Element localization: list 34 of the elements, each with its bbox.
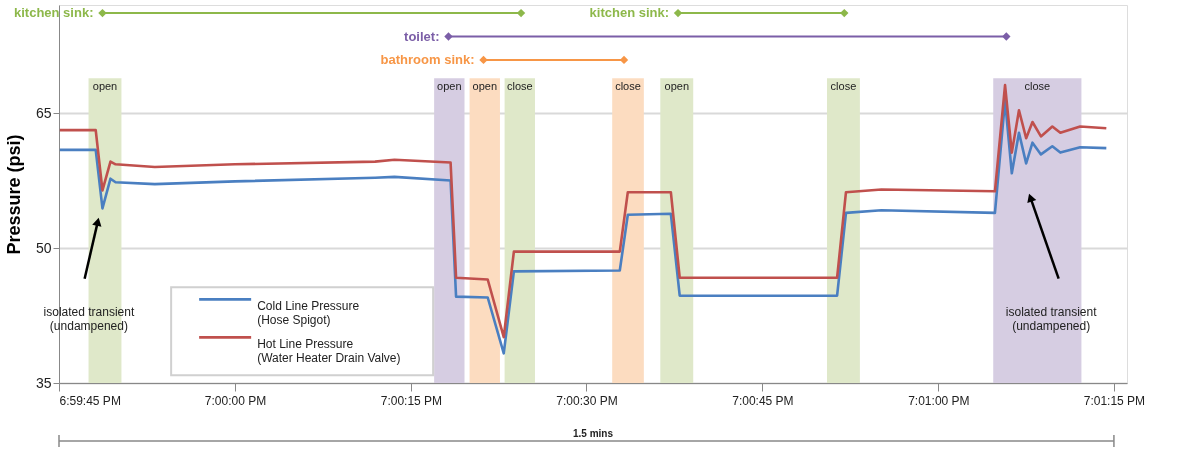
band-label: close — [1024, 80, 1051, 93]
text: 1.5 mins — [572, 428, 614, 439]
y-tick-label: 65 — [35, 104, 52, 121]
series-label: bathroom sink: — [380, 51, 475, 67]
band-label: close — [615, 80, 641, 93]
x-tick-label: 7:00:15 PM — [380, 393, 443, 408]
annotation: isolated transient (undampened) — [43, 305, 135, 334]
point — [840, 8, 849, 18]
y-axis-title: Pressure (psi) — [3, 134, 24, 255]
point — [673, 8, 683, 18]
x-tick-label: 6:59:45 PM — [59, 393, 121, 408]
band-label: open — [472, 80, 498, 93]
legend-label: Hot Line Pressure (Water Heater Drain Valve) — [257, 337, 401, 366]
annotation: isolated transient (undampened) — [1005, 305, 1098, 334]
x-tick-label: 7:01:00 PM — [908, 393, 970, 408]
x-tick-label: 7:00:45 PM — [732, 393, 794, 408]
series-label: kitchen sink: — [589, 5, 670, 21]
band-label: open — [437, 80, 462, 93]
x-tick-label: 7:01:15 PM — [1083, 393, 1146, 408]
band-label: open — [92, 80, 118, 93]
x-tick-label: 7:00:00 PM — [204, 393, 267, 408]
series-label: toilet: — [404, 28, 440, 44]
point — [479, 55, 488, 65]
band-label: close — [830, 80, 857, 93]
series-label: kitchen sink: — [13, 5, 94, 21]
band-label: close — [506, 80, 533, 93]
point — [444, 32, 453, 41]
y-tick-label: 50 — [35, 239, 52, 256]
band-label: open — [664, 80, 689, 93]
point — [98, 8, 107, 18]
y-tick-label: 35 — [35, 374, 52, 391]
legend-label: Cold Line Pressure (Hose Spigot) — [257, 299, 360, 328]
point — [1002, 32, 1011, 41]
x-tick-label: 7:00:30 PM — [556, 393, 618, 408]
